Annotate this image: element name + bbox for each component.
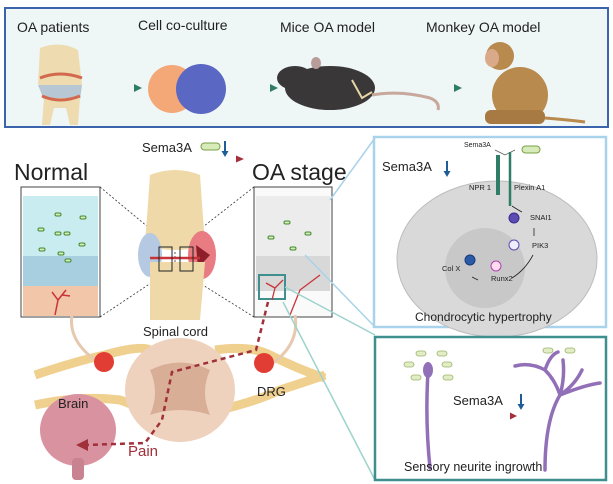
oa-cartilage-box (253, 186, 333, 318)
signaling-arrows (471, 205, 535, 281)
pain-label: Pain (128, 443, 158, 460)
spinal-cord-label: Spinal cord (143, 324, 208, 339)
pain-arrowhead (76, 439, 88, 451)
molecule-label: PIK3 (532, 241, 548, 250)
normal-cartilage-box (20, 186, 101, 318)
sema3a-protein-icon (200, 142, 221, 151)
sensory-neurite-panel: Sema3A Sensory neurite ingrowth (373, 335, 608, 482)
chondrocytic-hypertrophy-panel: Sema3A Sema3A NPR 1 Plexin A1 SNAI1 PIK3… (372, 135, 608, 338)
sema3a-label: Sema3A (382, 159, 432, 174)
down-arrow-icon (443, 161, 451, 177)
sema3a-label: Sema3A (142, 140, 192, 155)
brain-label: Brain (58, 396, 88, 411)
workflow-arrow (412, 84, 462, 92)
progression-arrow (122, 155, 244, 163)
drg-label: DRG (257, 384, 286, 399)
snai1-marker (508, 212, 520, 224)
knee-joint-illustration (38, 44, 83, 125)
normal-label: Normal (14, 159, 88, 185)
sema3a-label: Sema3A (453, 393, 503, 408)
workflow-arrow (230, 84, 278, 92)
molecule-label: SNAI1 (530, 213, 552, 222)
step-label: Mice OA model (280, 19, 375, 35)
step-label: Monkey OA model (426, 19, 540, 35)
brain-illustration (40, 394, 116, 480)
neurite-illustration (425, 350, 602, 472)
spinal-cord-illustration (125, 338, 235, 442)
colx-marker (464, 254, 476, 266)
down-arrow-icon (517, 394, 525, 410)
step-label: OA patients (17, 19, 89, 35)
runx2-marker (490, 260, 502, 272)
sema3a-ligand-label: Sema3A (464, 142, 491, 149)
workflow-arrow (93, 84, 142, 92)
knee-joint-illustration (138, 170, 216, 320)
monkey-illustration (485, 42, 586, 124)
down-arrow-icon (221, 141, 229, 157)
progression-arrow (458, 412, 517, 420)
receptor-label: Plexin A1 (514, 183, 545, 192)
step-label: Cell co-culture (138, 17, 228, 33)
molecule-label: Runx2 (491, 274, 513, 283)
pik3-marker (508, 239, 520, 251)
molecule-label: Col X (442, 264, 460, 273)
mouse-illustration (277, 57, 440, 111)
sema3a-protein-icon (521, 145, 541, 154)
sema3a-proteins (403, 347, 576, 381)
chondrocyte-panel-title: Chondrocytic hypertrophy (415, 310, 552, 324)
blue-cell (176, 64, 226, 114)
workflow-panel: OA patients Cell co-culture Mice OA mode… (4, 7, 609, 128)
receptor-label: NPR 1 (469, 183, 491, 192)
oa-stage-label: OA stage (252, 159, 347, 185)
connector-lines (282, 137, 376, 481)
neurite-panel-title: Sensory neurite ingrowth (404, 460, 542, 474)
